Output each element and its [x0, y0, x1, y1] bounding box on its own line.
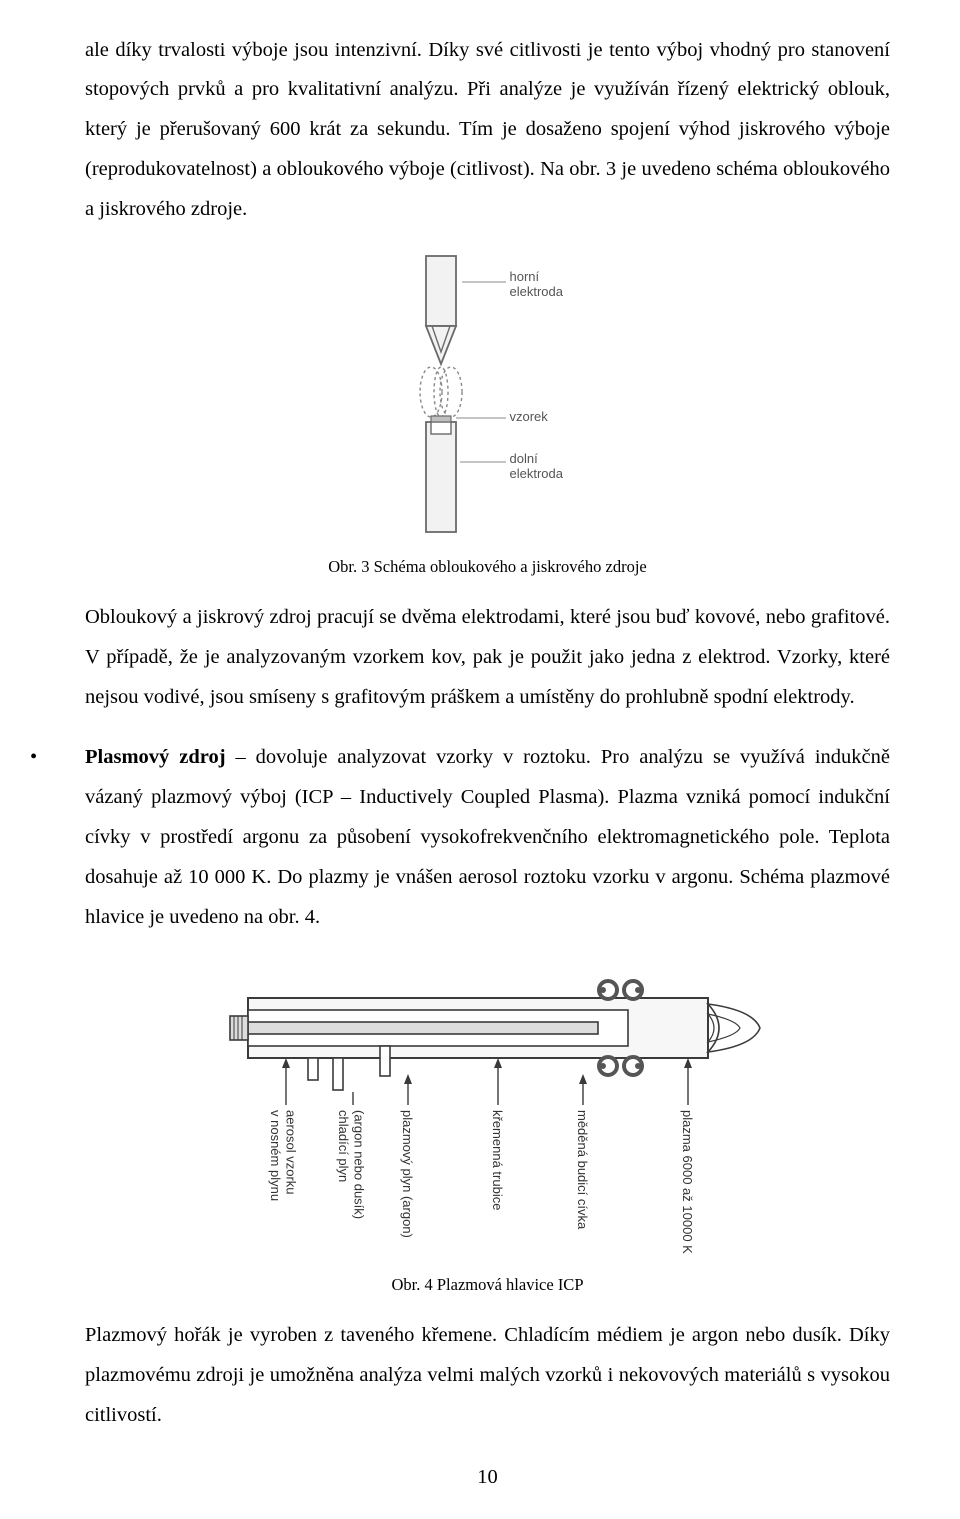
fig2-label-6: plazma 6000 až 10000 K [680, 1110, 696, 1254]
figure-1: horní elektroda vzorek dolní elektroda [85, 252, 890, 547]
fig2-label-3: plazmový plyn (argon) [400, 1110, 416, 1238]
paragraph-bottom: Plazmový hořák je vyroben z taveného kře… [85, 1316, 890, 1436]
fig2-label-1: aerosol vzorku v nosném plynu [268, 1110, 299, 1201]
fig1-label-sample: vzorek [510, 410, 548, 425]
figure-2-caption: Obr. 4 Plazmová hlavice ICP [85, 1275, 890, 1295]
bullet-rest: – dovoluje analyzovat vzorky v roztoku. … [85, 746, 890, 928]
electrode-diagram-icon: horní elektroda vzorek dolní elektroda [378, 252, 598, 542]
page-number: 10 [85, 1466, 890, 1489]
bullet-plasma-source: • Plasmový zdroj – dovoluje analyzovat v… [85, 738, 890, 938]
fig1-label-top: horní elektroda [510, 270, 563, 300]
paragraph-top: ale díky trvalosti výboje jsou intenzivn… [85, 31, 890, 231]
plasma-torch-diagram-icon: aerosol vzorku v nosném plynu (argon neb… [208, 960, 768, 1260]
paragraph-mid: Obloukový a jiskrový zdroj pracují se dv… [85, 598, 890, 718]
figure-1-caption: Obr. 3 Schéma obloukového a jiskrového z… [85, 557, 890, 577]
figure-2: aerosol vzorku v nosném plynu (argon neb… [85, 960, 890, 1265]
bullet-marker-icon: • [30, 738, 85, 778]
fig2-label-4: křemenná trubice [490, 1110, 506, 1210]
fig2-label-5: měděná budicí cívka [575, 1110, 591, 1229]
fig1-label-bottom: dolní elektroda [510, 452, 563, 482]
bullet-lead: Plasmový zdroj [85, 746, 226, 768]
bullet-text: Plasmový zdroj – dovoluje analyzovat vzo… [85, 738, 890, 938]
page-content: ale díky trvalosti výboje jsou intenzivn… [0, 0, 960, 1519]
fig2-label-2: (argon nebo dusík) chladící plyn [336, 1110, 367, 1219]
